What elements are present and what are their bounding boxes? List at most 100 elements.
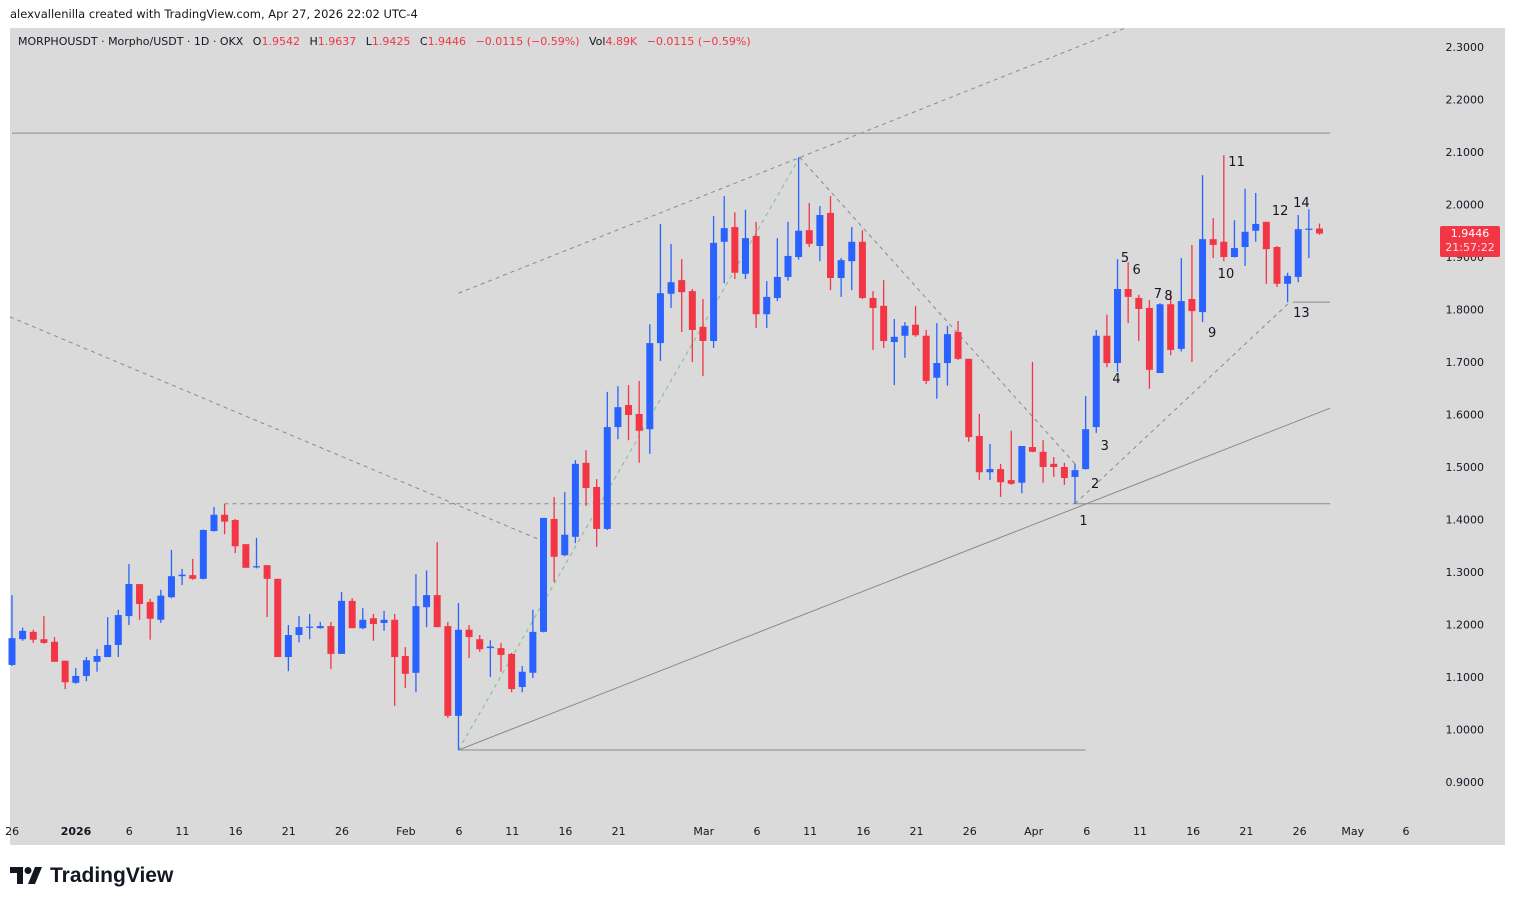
candle-body — [1156, 304, 1164, 374]
wave-label[interactable]: 8 — [1164, 289, 1172, 304]
candle-body — [391, 619, 399, 658]
candle — [954, 321, 962, 360]
time-axis[interactable]: 26 2026 6 11 16 21 26 Feb 6 11 16 21 Mar 6 11 16 21 26 Apr… — [5, 825, 1409, 838]
trend-line-drawing[interactable] — [1074, 301, 1291, 505]
candle-body — [593, 486, 601, 529]
wave-label[interactable]: 3 — [1101, 439, 1109, 454]
chart-credit: alexvallenilla created with TradingView.… — [10, 7, 418, 21]
candle-body — [529, 631, 537, 673]
open-value: 1.9542 — [261, 35, 300, 48]
candle-body — [805, 230, 813, 244]
candle-body — [125, 584, 133, 617]
candle-body — [837, 260, 845, 278]
price-tick-label: 2.1000 — [1446, 146, 1485, 159]
wave-label[interactable]: 14 — [1293, 196, 1310, 211]
time-tick-label: 26 — [5, 825, 19, 838]
wave-label[interactable]: 9 — [1208, 326, 1216, 341]
candle — [752, 221, 760, 328]
change-value: −0.0115 (−0.59%) — [475, 35, 580, 48]
candle-body — [965, 358, 973, 438]
wave-label[interactable]: 4 — [1112, 372, 1120, 387]
candle — [965, 358, 973, 442]
candle-body — [561, 534, 569, 556]
wave-label[interactable]: 11 — [1228, 155, 1245, 170]
time-tick-label: 16 — [1186, 825, 1200, 838]
last-price: 1.9446 — [1450, 227, 1490, 240]
candle — [678, 259, 686, 333]
candle-body — [401, 656, 409, 674]
candle — [1007, 430, 1015, 485]
candle — [1145, 300, 1153, 389]
price-tick-label: 1.4000 — [1446, 514, 1485, 527]
candle-body — [986, 469, 994, 473]
candle — [114, 609, 122, 658]
price-tick-label: 2.0000 — [1446, 199, 1485, 212]
candle-body — [1273, 247, 1281, 284]
time-tick-label: 21 — [910, 825, 924, 838]
wave-label[interactable]: 6 — [1133, 263, 1141, 278]
wave-label[interactable]: 5 — [1121, 251, 1129, 266]
trend-line-drawing[interactable] — [458, 407, 1331, 751]
candle-body — [369, 618, 377, 624]
candle — [837, 258, 845, 297]
price-tick-label: 1.0000 — [1446, 724, 1485, 737]
candle-body — [189, 575, 197, 579]
candle-body — [306, 626, 314, 628]
candle-body — [8, 638, 16, 665]
candle — [444, 621, 452, 718]
candle — [423, 570, 431, 628]
candle-body — [72, 675, 80, 683]
candle — [51, 637, 59, 662]
candle — [1039, 440, 1047, 483]
wave-label[interactable]: 7 — [1154, 287, 1162, 302]
candle-body — [178, 574, 186, 577]
candle-body — [880, 305, 888, 341]
candle — [741, 209, 749, 280]
time-tick-label: 11 — [505, 825, 519, 838]
candle — [880, 280, 888, 348]
candle-body — [1230, 248, 1238, 257]
tradingview-logo-text: TradingView — [50, 864, 174, 887]
tradingview-logo[interactable]: TradingView — [10, 864, 173, 888]
candle-body — [19, 630, 27, 640]
wave-label[interactable]: 10 — [1218, 267, 1235, 282]
candle-body — [454, 629, 462, 716]
candle — [72, 668, 80, 684]
wave-label[interactable]: 1 — [1079, 514, 1087, 529]
candle — [1262, 221, 1270, 284]
candle-body — [1252, 223, 1260, 231]
candle-body — [1177, 301, 1185, 349]
candle-body — [688, 291, 696, 330]
price-axis[interactable]: 2.30002.20002.10002.00001.90001.80001.70… — [1446, 41, 1485, 789]
candle-body — [731, 227, 739, 273]
wave-label[interactable]: 13 — [1293, 306, 1310, 321]
wave-label[interactable]: 2 — [1091, 477, 1099, 492]
candle — [890, 318, 898, 386]
candle-body — [1284, 275, 1292, 284]
candle — [338, 591, 346, 654]
candle-body — [1199, 239, 1207, 313]
candle — [986, 443, 994, 481]
candle-body — [433, 595, 441, 628]
candle — [29, 629, 37, 643]
candle — [1092, 329, 1100, 433]
candle — [1294, 215, 1302, 283]
candle — [178, 568, 186, 586]
wave-label[interactable]: 12 — [1272, 204, 1289, 219]
candle-body — [710, 242, 718, 341]
candle — [1188, 244, 1196, 362]
candle — [603, 391, 611, 530]
time-tick-label: Apr — [1024, 825, 1044, 838]
price-tick-label: 0.9000 — [1446, 776, 1485, 789]
candle — [199, 529, 207, 580]
symbol-info[interactable]: MORPHOUSDT · Morpho/USDT · 1D · OKX — [18, 35, 244, 48]
candle-body — [699, 326, 707, 341]
time-tick-label: May — [1341, 825, 1364, 838]
candle — [1167, 292, 1175, 356]
candle — [997, 463, 1005, 497]
candle — [529, 609, 537, 679]
candle — [1199, 175, 1207, 323]
candle-body — [338, 600, 346, 654]
candle — [625, 385, 633, 441]
